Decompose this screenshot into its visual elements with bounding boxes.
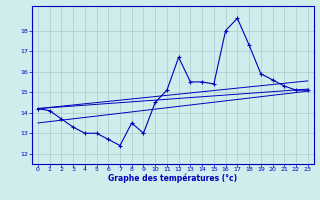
- X-axis label: Graphe des températures (°c): Graphe des températures (°c): [108, 174, 237, 183]
